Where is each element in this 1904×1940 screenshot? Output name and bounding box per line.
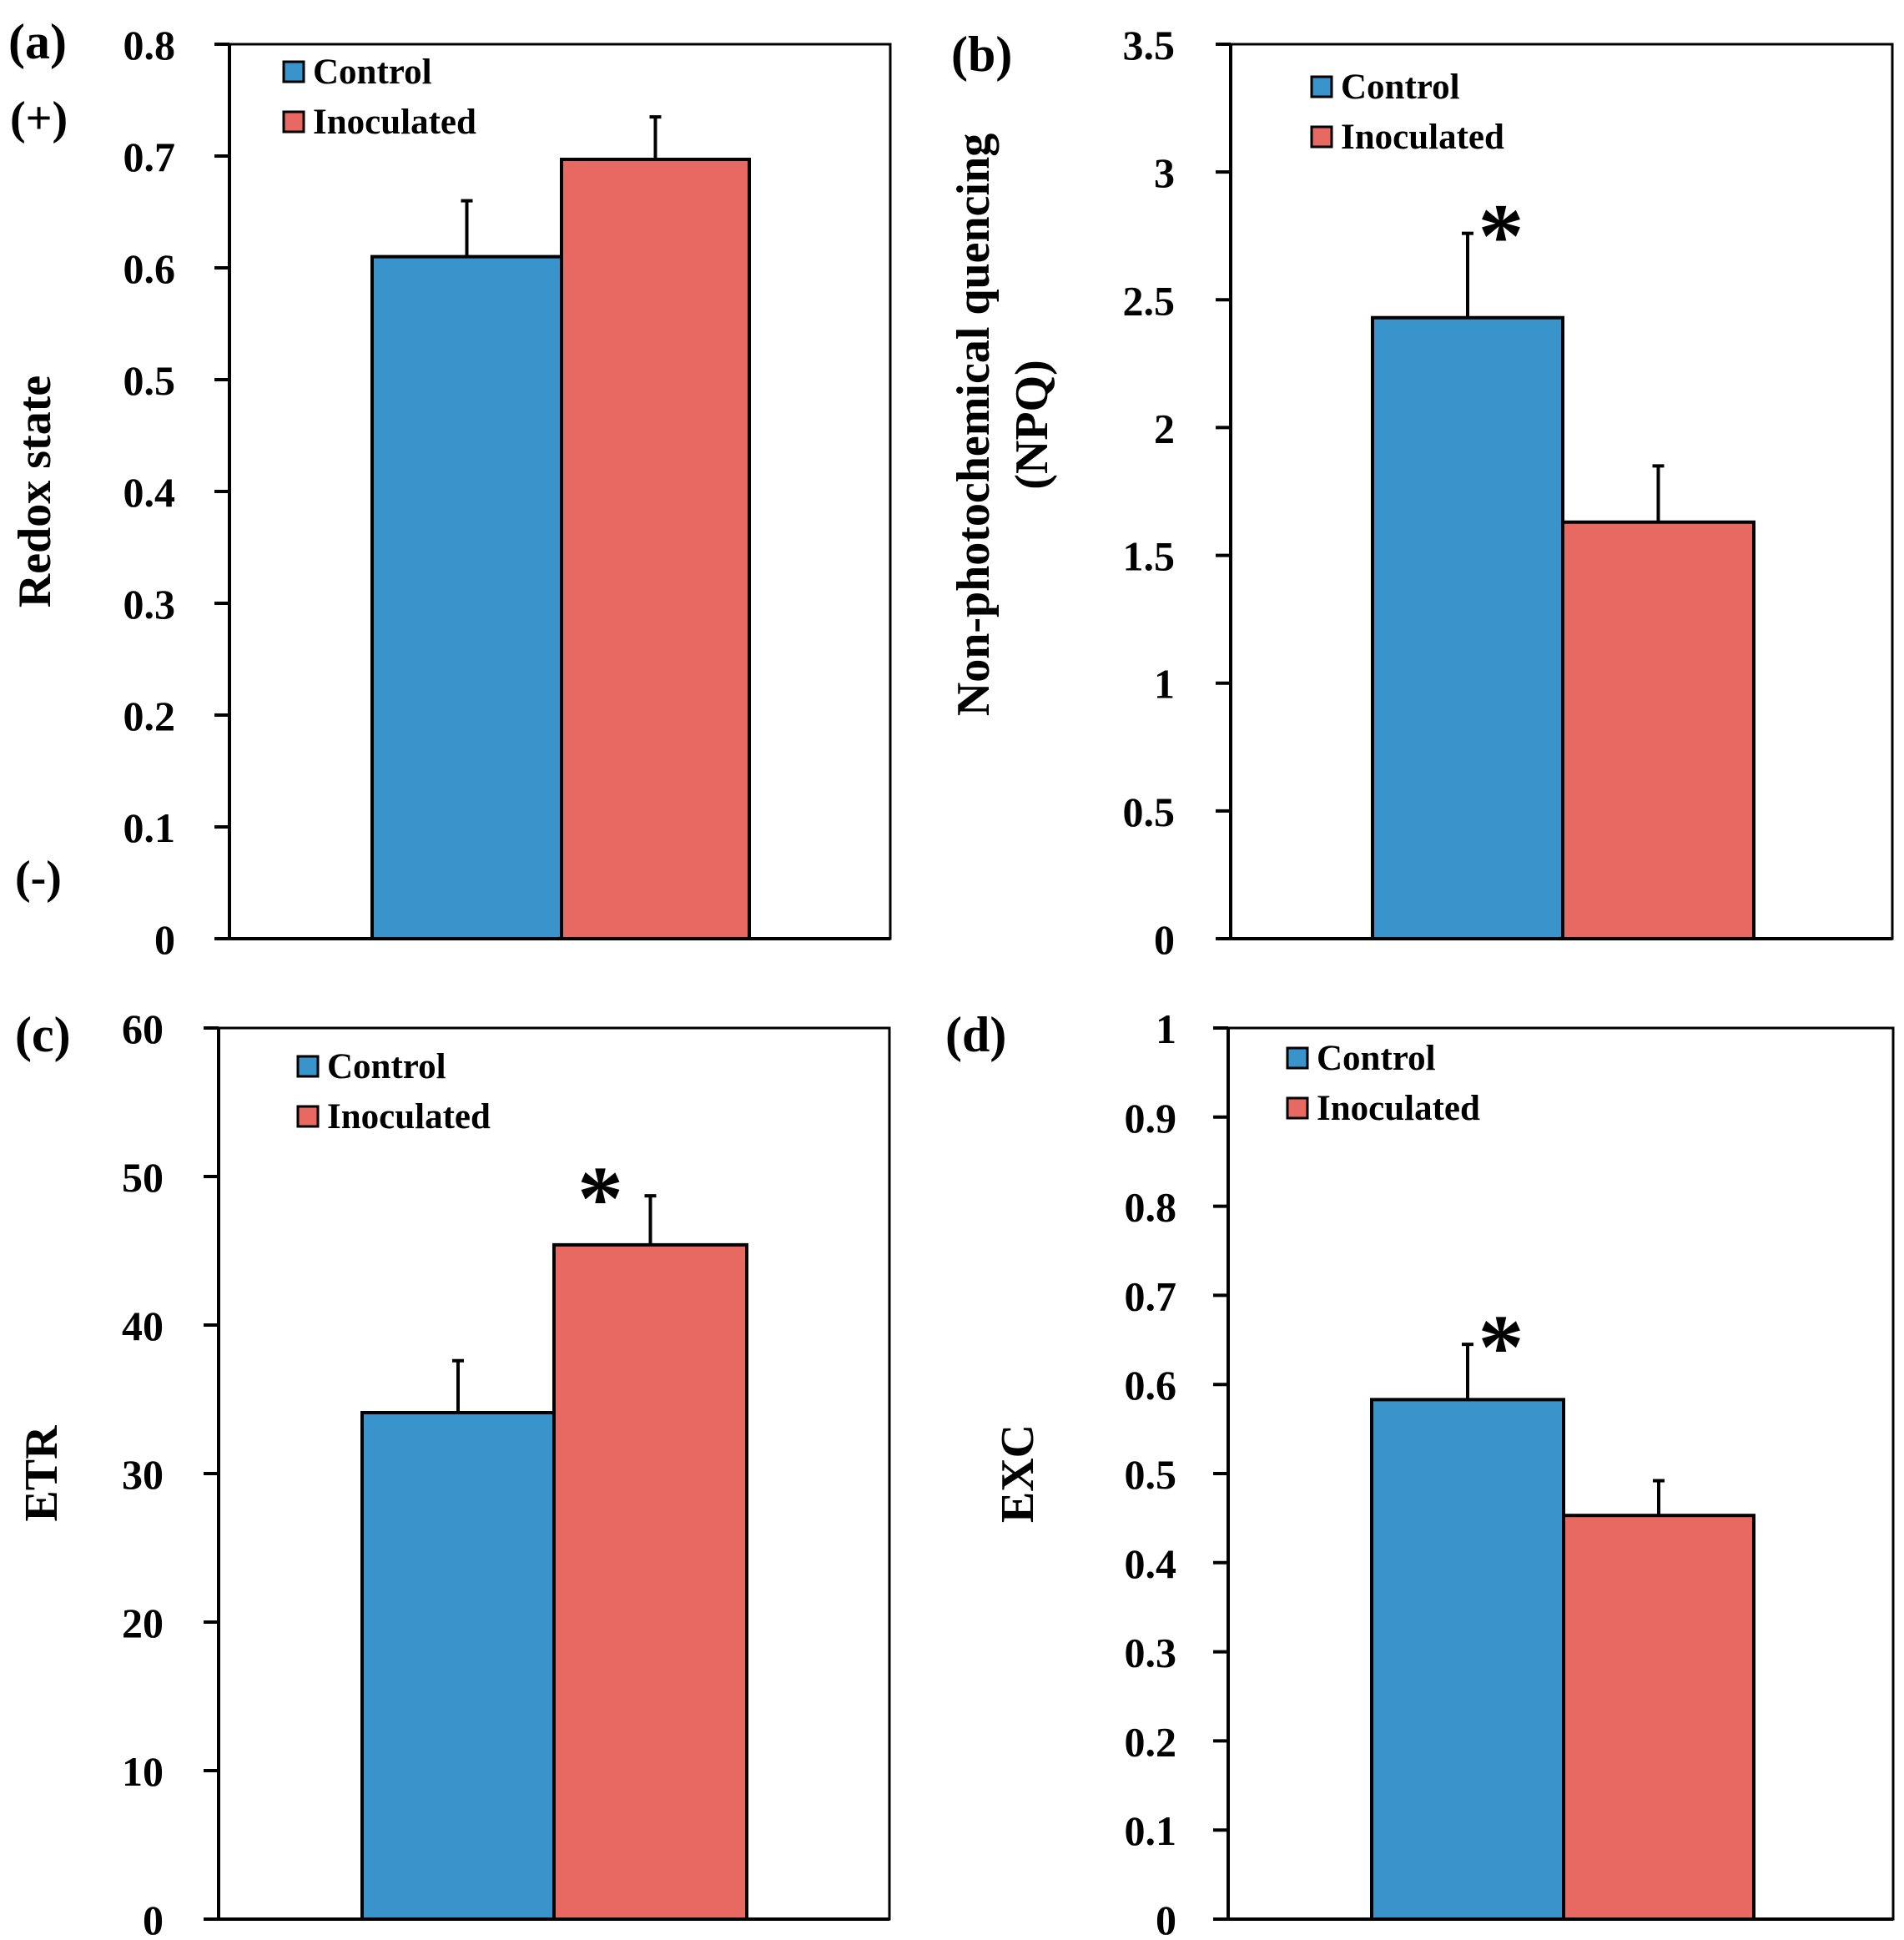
y-axis-label: ETR bbox=[16, 1425, 68, 1522]
y-tick-label: 3 bbox=[1154, 149, 1175, 196]
bar-control bbox=[360, 1411, 556, 1921]
legend-swatch-inoculated bbox=[1310, 125, 1333, 149]
y-tick-label: 0.1 bbox=[123, 804, 176, 851]
y-tick-label: 60 bbox=[122, 1005, 164, 1052]
y-tick-label: 0.5 bbox=[123, 357, 176, 404]
y-tick-label: 1 bbox=[1156, 1005, 1176, 1052]
legend-swatch-control bbox=[1310, 75, 1333, 98]
y-tick-label: 0.1 bbox=[1125, 1807, 1177, 1854]
y-tick-label: 2 bbox=[1154, 405, 1175, 451]
y-tick-label: 3.5 bbox=[1123, 22, 1176, 68]
y-tick-label: 0.4 bbox=[123, 469, 176, 516]
legend-label-inoculated: Inoculated bbox=[1317, 1089, 1480, 1128]
legend-label-control: Control bbox=[313, 53, 432, 92]
legend-label-inoculated: Inoculated bbox=[313, 103, 476, 142]
bar-inoculated bbox=[1561, 520, 1755, 940]
y-tick-label: 0.3 bbox=[1125, 1630, 1177, 1676]
y-tick-label: 0.7 bbox=[1125, 1272, 1177, 1319]
bar-control bbox=[1371, 315, 1564, 940]
chart-panel-d: 0 0.1 0.2 0.3 0.4 0.5 0.6 0.7 0.8 0.9 1 EXC (d) Contr… bbox=[945, 1005, 1895, 1940]
y-tick-label: 0 bbox=[1154, 916, 1175, 963]
bar-control bbox=[1370, 1398, 1565, 1921]
bar-inoculated bbox=[560, 158, 751, 940]
chart-panel-a: 0 0.1 0.2 0.3 0.4 0.5 0.6 0.7 0.8 Redox state (a) C… bbox=[8, 14, 892, 963]
legend-label-inoculated: Inoculated bbox=[327, 1097, 491, 1136]
y-tick-label: 0.6 bbox=[123, 245, 176, 292]
y-tick-label: 0 bbox=[154, 916, 175, 963]
y-axis-label: Non-photochemical quencing bbox=[948, 134, 1000, 717]
panel-label: (d) bbox=[945, 1007, 1006, 1062]
y-tick-label: 0.8 bbox=[123, 22, 176, 68]
y-axis-label: (NPQ) bbox=[1006, 360, 1058, 490]
legend-label-control: Control bbox=[327, 1047, 446, 1086]
legend-label-inoculated: Inoculated bbox=[1341, 118, 1504, 157]
bar-control bbox=[370, 254, 563, 941]
y-tick-label: 0 bbox=[143, 1897, 164, 1940]
y-tick-label: 0.8 bbox=[1125, 1184, 1177, 1231]
legend-label-control: Control bbox=[1317, 1039, 1436, 1078]
significance-star: * bbox=[1478, 1296, 1524, 1398]
y-tick-label: 50 bbox=[122, 1154, 164, 1201]
y-tick-label: 0.5 bbox=[1123, 789, 1176, 835]
legend-swatch-inoculated bbox=[296, 1105, 320, 1128]
significance-star: * bbox=[577, 1147, 623, 1249]
y-tick-label: 0 bbox=[1156, 1897, 1176, 1940]
panel-label: (c) bbox=[15, 1007, 71, 1062]
y-tick-label: 2.5 bbox=[1123, 277, 1176, 324]
y-tick-label: 40 bbox=[122, 1303, 164, 1349]
legend-swatch-inoculated bbox=[1286, 1096, 1309, 1120]
y-tick-label: 0.3 bbox=[123, 581, 176, 627]
redox-negative-label: (-) bbox=[15, 852, 62, 904]
legend-swatch-control bbox=[282, 60, 305, 83]
redox-positive-label: (+) bbox=[10, 93, 68, 144]
legend-label-control: Control bbox=[1341, 68, 1460, 107]
y-tick-label: 1.5 bbox=[1123, 533, 1176, 580]
y-tick-label: 0.7 bbox=[123, 134, 176, 180]
y-tick-label: 0.2 bbox=[1125, 1718, 1177, 1765]
y-tick-label: 0.9 bbox=[1125, 1095, 1177, 1141]
y-tick-label: 0.2 bbox=[123, 693, 176, 739]
significance-star: * bbox=[1478, 185, 1524, 287]
bar-inoculated bbox=[1562, 1514, 1755, 1922]
bar-inoculated bbox=[552, 1242, 748, 1921]
legend-swatch-control bbox=[296, 1055, 320, 1078]
chart-panel-c: 0 10 20 30 40 50 60 ETR (c) Control Inoculated * bbox=[15, 1005, 891, 1940]
panel-label: (a) bbox=[8, 14, 67, 69]
y-tick-label: 0.6 bbox=[1125, 1362, 1177, 1408]
y-tick-label: 30 bbox=[122, 1451, 164, 1498]
legend-swatch-control bbox=[1286, 1046, 1309, 1070]
y-tick-label: 10 bbox=[122, 1748, 164, 1795]
y-tick-label: 1 bbox=[1154, 661, 1175, 708]
legend-swatch-inoculated bbox=[282, 110, 305, 134]
y-axis-label: EXC bbox=[992, 1424, 1044, 1523]
chart-panel-b: 0 0.5 1 1.5 2 2.5 3 3.5 Non-photochemical quenci… bbox=[948, 22, 1894, 963]
y-tick-label: 0.4 bbox=[1125, 1540, 1177, 1587]
y-tick-label: 0.5 bbox=[1125, 1451, 1177, 1498]
panel-label: (b) bbox=[951, 27, 1012, 82]
y-axis-label: Redox state bbox=[9, 375, 61, 607]
y-tick-label: 20 bbox=[122, 1600, 164, 1646]
